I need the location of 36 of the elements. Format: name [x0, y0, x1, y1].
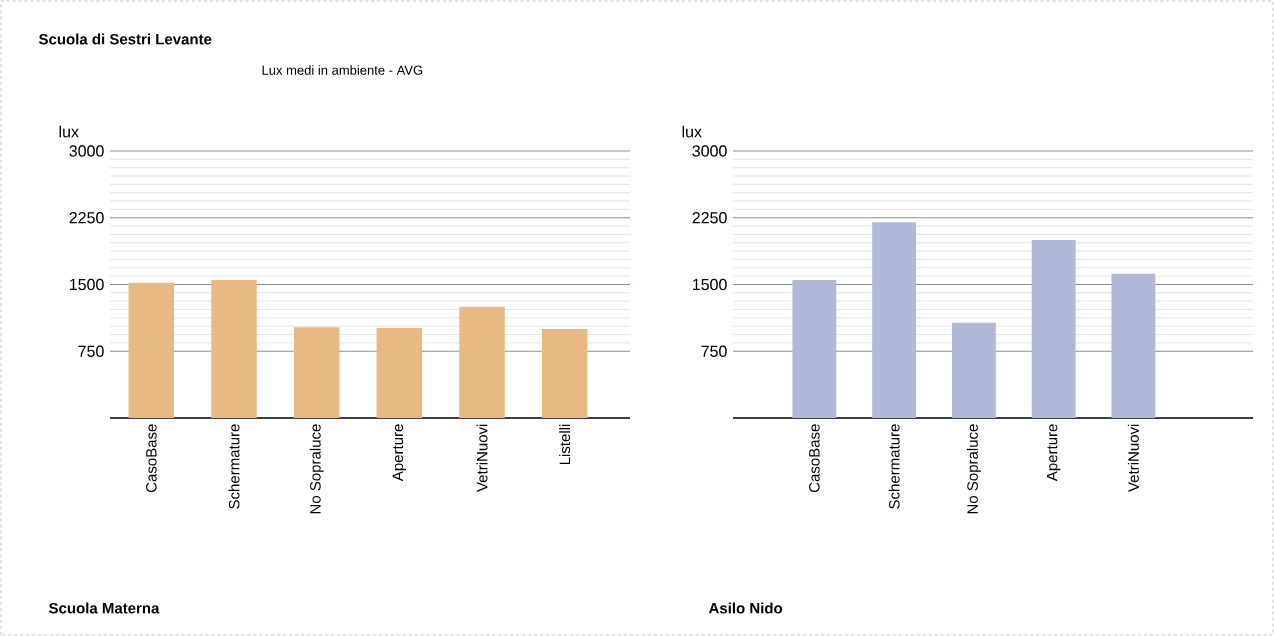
- x-tick-label: VetriNuovi: [1127, 424, 1139, 492]
- bar: [1031, 239, 1076, 418]
- bar: [541, 328, 588, 418]
- y-axis-title: lux: [59, 125, 79, 138]
- y-tick-label: 2250: [69, 212, 104, 224]
- x-tick-label: Listelli: [559, 424, 571, 465]
- y-tick-label: 750: [78, 345, 104, 357]
- bar: [293, 327, 340, 418]
- bar: [128, 282, 175, 418]
- y-tick-label: 750: [701, 345, 727, 357]
- x-tick-label: CasoBase: [146, 424, 157, 493]
- chart-subtitle: Lux medi in ambiente - AVG: [262, 65, 423, 75]
- x-axis-title: Scuola Materna: [48, 602, 160, 614]
- bar: [792, 280, 837, 418]
- y-axis-title: lux: [682, 125, 702, 138]
- chart-title: Scuola di Sestri Levante: [38, 33, 212, 45]
- x-tick-label: Aperture: [1046, 424, 1061, 482]
- bar: [211, 280, 257, 418]
- y-tick-label: 3000: [69, 145, 104, 157]
- y-tick-label: 1500: [69, 278, 104, 291]
- bar: [951, 322, 996, 418]
- x-tick-label: Schermature: [888, 424, 900, 509]
- x-axis-title: Asilo Nido: [708, 602, 783, 614]
- x-tick-label: No Sopraluce: [309, 424, 324, 514]
- y-tick-label: 2250: [692, 212, 727, 224]
- bar: [459, 306, 505, 418]
- x-tick-label: No Sopraluce: [966, 424, 981, 514]
- y-tick-label: 3000: [692, 145, 727, 157]
- bar: [376, 328, 423, 418]
- x-tick-label: Schermature: [228, 424, 240, 509]
- x-tick-label: CasoBase: [809, 424, 820, 493]
- y-tick-label: 1500: [692, 278, 727, 291]
- x-tick-label: Aperture: [392, 424, 407, 482]
- bar: [872, 222, 917, 418]
- bar: [1111, 273, 1156, 418]
- x-tick-label: VetriNuovi: [476, 424, 488, 492]
